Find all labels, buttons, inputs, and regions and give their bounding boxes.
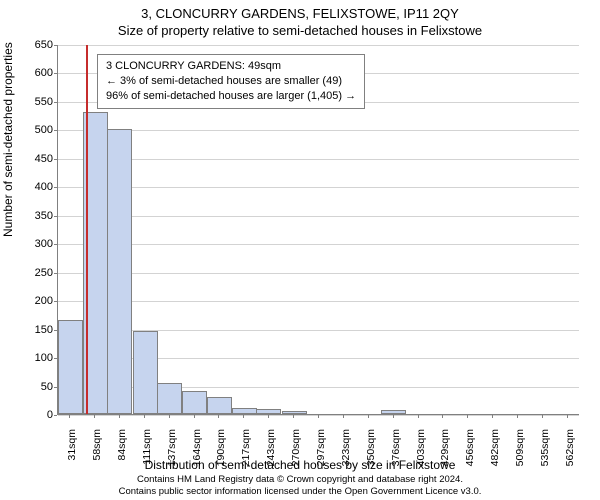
xtick-mark	[144, 415, 145, 418]
bar	[182, 391, 207, 414]
bar	[381, 410, 406, 414]
ytick-label: 200	[13, 295, 53, 307]
xtick-mark	[418, 415, 419, 418]
grid-line	[58, 244, 579, 245]
ytick-label: 450	[13, 153, 53, 165]
grid-line	[58, 130, 579, 131]
ytick-label: 150	[13, 324, 53, 336]
footer-line-2: Contains public sector information licen…	[0, 486, 600, 498]
bar	[282, 411, 307, 414]
ytick-label: 500	[13, 124, 53, 136]
bar	[207, 397, 232, 414]
bar	[58, 320, 83, 414]
xtick-mark	[492, 415, 493, 418]
footer-line-1: Contains HM Land Registry data © Crown c…	[0, 474, 600, 486]
bar	[133, 331, 158, 414]
ytick-label: 50	[13, 381, 53, 393]
annotation-line-2: ← 3% of semi-detached houses are smaller…	[106, 74, 356, 89]
xtick-mark	[243, 415, 244, 418]
bar	[157, 383, 182, 414]
xtick-mark	[343, 415, 344, 418]
ytick-label: 350	[13, 210, 53, 222]
chart-title-main: 3, CLONCURRY GARDENS, FELIXSTOWE, IP11 2…	[0, 0, 600, 21]
bar	[107, 129, 132, 414]
ytick-label: 0	[13, 409, 53, 421]
grid-line	[58, 216, 579, 217]
xtick-mark	[442, 415, 443, 418]
xtick-mark	[69, 415, 70, 418]
xtick-mark	[194, 415, 195, 418]
xtick-mark	[293, 415, 294, 418]
grid-line	[58, 330, 579, 331]
xtick-mark	[368, 415, 369, 418]
ytick-label: 400	[13, 181, 53, 193]
annotation-box: 3 CLONCURRY GARDENS: 49sqm ← 3% of semi-…	[97, 54, 365, 109]
xtick-mark	[119, 415, 120, 418]
chart-title-sub: Size of property relative to semi-detach…	[0, 21, 600, 38]
x-axis-label: Distribution of semi-detached houses by …	[0, 458, 600, 472]
xtick-mark	[517, 415, 518, 418]
xtick-mark	[467, 415, 468, 418]
xtick-mark	[268, 415, 269, 418]
ytick-label: 650	[13, 39, 53, 51]
xtick-mark	[169, 415, 170, 418]
footer: Contains HM Land Registry data © Crown c…	[0, 474, 600, 498]
grid-line	[58, 187, 579, 188]
xtick-mark	[218, 415, 219, 418]
xtick-mark	[393, 415, 394, 418]
xtick-mark	[94, 415, 95, 418]
marker-line-el	[86, 45, 88, 414]
ytick-label: 300	[13, 238, 53, 250]
xtick-mark	[567, 415, 568, 418]
annotation-line-3: 96% of semi-detached houses are larger (…	[106, 89, 356, 104]
xtick-mark	[318, 415, 319, 418]
grid-line	[58, 159, 579, 160]
bar	[256, 409, 281, 414]
ytick-label: 600	[13, 67, 53, 79]
xtick-mark	[542, 415, 543, 418]
grid-line	[58, 273, 579, 274]
annotation-line-1: 3 CLONCURRY GARDENS: 49sqm	[106, 59, 356, 74]
grid-line	[58, 45, 579, 46]
ytick-label: 550	[13, 96, 53, 108]
ytick-mark	[54, 415, 57, 416]
grid-line	[58, 301, 579, 302]
ytick-label: 250	[13, 267, 53, 279]
chart-container: 3, CLONCURRY GARDENS, FELIXSTOWE, IP11 2…	[0, 0, 600, 500]
bar	[232, 408, 257, 414]
ytick-label: 100	[13, 352, 53, 364]
